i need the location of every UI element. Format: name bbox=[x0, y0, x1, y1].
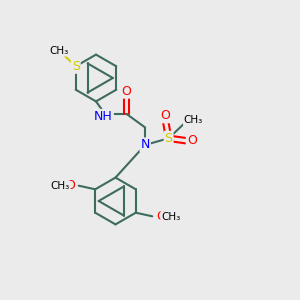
Text: O: O bbox=[156, 210, 166, 223]
Text: CH₃: CH₃ bbox=[50, 181, 70, 191]
Text: O: O bbox=[187, 134, 196, 147]
Text: S: S bbox=[72, 60, 80, 73]
Text: N: N bbox=[140, 138, 150, 152]
Text: CH₃: CH₃ bbox=[50, 46, 69, 56]
Text: CH₃: CH₃ bbox=[161, 212, 181, 222]
Text: O: O bbox=[65, 179, 75, 192]
Text: CH₃: CH₃ bbox=[184, 115, 203, 125]
Text: NH: NH bbox=[94, 110, 113, 123]
Text: S: S bbox=[165, 132, 172, 145]
Text: O: O bbox=[161, 109, 170, 122]
Text: O: O bbox=[122, 85, 131, 98]
